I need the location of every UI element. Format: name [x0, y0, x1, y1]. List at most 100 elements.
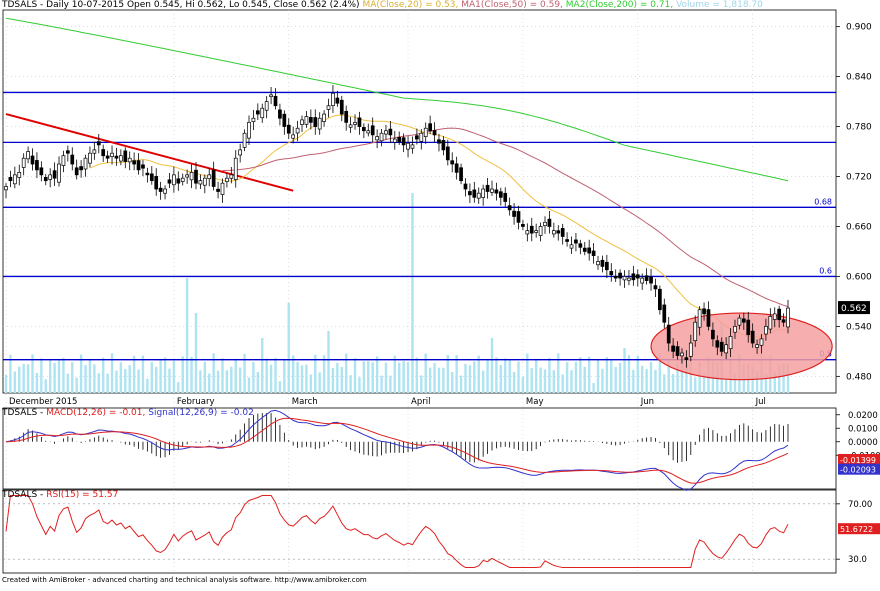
- volume-bar: [362, 361, 366, 393]
- rsi-line: [5, 495, 789, 568]
- volume-bar: [676, 363, 679, 393]
- volume-bar: [71, 362, 74, 393]
- volume-bar: [128, 365, 131, 393]
- candle-down: [529, 225, 534, 234]
- macd-header-label: MACD(12,26) = -0.01,: [46, 408, 146, 418]
- volume-bar: [194, 313, 198, 393]
- candle-up: [768, 316, 773, 330]
- candle-down: [397, 137, 402, 142]
- volume-bar: [570, 370, 573, 393]
- price-ytick-label: 0.840: [846, 73, 872, 83]
- candle-down: [719, 341, 724, 352]
- candle-up: [12, 174, 17, 185]
- candle-down: [631, 273, 636, 281]
- volume-bar: [163, 357, 167, 393]
- ma20-header-label: MA(Close,20) = 0.53,: [362, 0, 459, 10]
- volume-bar: [548, 357, 551, 393]
- candle-down: [194, 169, 198, 184]
- volume-bar: [283, 359, 286, 393]
- candle-down: [66, 150, 70, 154]
- candle-down: [666, 324, 671, 344]
- candle-down: [459, 167, 463, 182]
- candle-up: [543, 221, 547, 226]
- candle-up: [291, 134, 296, 139]
- candle-down: [141, 164, 145, 169]
- volume-bar: [97, 373, 100, 393]
- volume-bar: [437, 367, 441, 393]
- candle-up: [627, 277, 631, 281]
- candle-down: [578, 243, 583, 248]
- volume-bar: [667, 358, 670, 393]
- candle-up: [755, 344, 759, 348]
- volume-bar: [663, 374, 666, 393]
- candle-down: [96, 141, 101, 146]
- volume-bar: [764, 374, 768, 393]
- candle-down: [600, 259, 605, 267]
- signal-last-marker: [838, 463, 880, 475]
- volume-bar: [632, 369, 635, 393]
- candle-down: [79, 166, 83, 171]
- volume-bar: [526, 353, 529, 393]
- candle-down: [516, 211, 521, 223]
- candle-down: [715, 340, 720, 348]
- volume-bar: [433, 363, 436, 393]
- candle-down: [587, 247, 592, 254]
- candle-down: [149, 173, 154, 182]
- candle-up: [786, 307, 790, 328]
- candle-up: [392, 138, 397, 143]
- candle-up: [596, 261, 600, 266]
- volume-bar: [57, 360, 61, 393]
- volume-bar: [733, 373, 737, 393]
- candle-up: [220, 182, 225, 195]
- volume-bar: [671, 374, 675, 393]
- candle-down: [30, 155, 35, 165]
- price-ytick-label: 0.900: [846, 23, 872, 33]
- volume-bar: [406, 362, 410, 393]
- volume-bar: [415, 357, 419, 393]
- volume-bar: [230, 366, 233, 393]
- candle-up: [551, 230, 556, 235]
- volume-bar: [18, 366, 21, 393]
- price-ytick-label: 0.720: [846, 173, 872, 183]
- candle-down: [308, 117, 313, 123]
- macd-header-symbol: TDSALS -: [2, 408, 44, 418]
- volume-bar: [459, 375, 463, 393]
- volume-bar: [327, 331, 330, 393]
- volume-bar: [172, 360, 176, 393]
- month-label: Jul: [755, 397, 766, 407]
- volume-bar: [380, 375, 383, 393]
- candle-up: [697, 309, 702, 328]
- candle-up: [251, 117, 256, 123]
- candle-down: [463, 183, 468, 190]
- candle-up: [269, 94, 273, 97]
- volume-bar: [428, 367, 432, 393]
- candle-down: [711, 329, 715, 340]
- volume-bar: [31, 354, 34, 393]
- candle-up: [317, 117, 322, 130]
- volume-bar: [48, 359, 52, 393]
- volume-bar: [579, 357, 582, 393]
- candle-down: [401, 137, 406, 146]
- volume-bar: [9, 354, 12, 393]
- candle-down: [441, 140, 446, 151]
- candle-down: [684, 357, 689, 361]
- month-label: February: [177, 397, 215, 407]
- volume-bar: [208, 373, 211, 393]
- volume-bar: [694, 377, 697, 393]
- volume-bar: [261, 338, 264, 393]
- volume-bar: [557, 353, 560, 393]
- volume-bar: [22, 363, 25, 393]
- candle-down: [432, 129, 437, 136]
- candle-down: [454, 163, 459, 173]
- candle-up: [733, 326, 737, 333]
- price-header: TDSALS - Daily 10-07-2015 Open 0.545, Hi…: [2, 0, 763, 10]
- candle-down: [503, 192, 508, 202]
- candle-up: [83, 157, 88, 170]
- candle-down: [370, 125, 375, 136]
- volume-bar: [420, 375, 423, 393]
- candle-down: [702, 308, 706, 315]
- candle-up: [247, 122, 251, 139]
- candle-up: [724, 344, 728, 354]
- volume-bar: [649, 362, 653, 393]
